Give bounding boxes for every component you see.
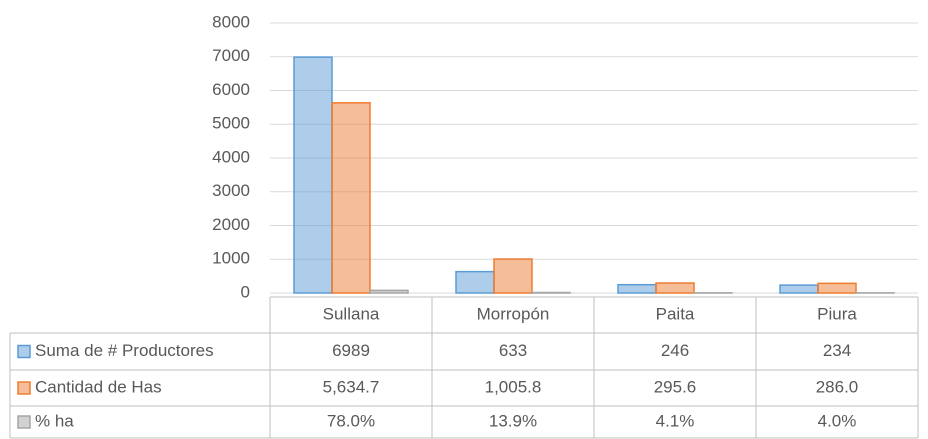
table-value: 295.6: [654, 377, 697, 396]
table-value: 4.1%: [656, 411, 695, 430]
x-tick-label: Paita: [656, 304, 695, 323]
legend-key: [17, 344, 31, 359]
bar: [817, 282, 857, 294]
table-value: 4.0%: [818, 411, 857, 430]
bar: [493, 258, 533, 294]
table-value: 286.0: [816, 377, 859, 396]
bar: [369, 289, 409, 294]
bar: [293, 56, 333, 294]
y-tick-label: 7000: [212, 46, 250, 65]
y-tick-label: 6000: [212, 80, 250, 99]
bar: [455, 270, 495, 294]
table-value: 1,005.8: [485, 377, 542, 396]
y-tick-label: 3000: [212, 181, 250, 200]
table-value: 246: [661, 341, 689, 360]
legend-key: [17, 415, 31, 429]
y-tick-label: 8000: [212, 12, 250, 31]
legend-label: Suma de # Productores: [35, 341, 214, 360]
legend-key: [17, 381, 31, 395]
table-value: 78.0%: [327, 411, 375, 430]
table-value: 13.9%: [489, 411, 537, 430]
y-tick-label: 0: [241, 282, 250, 301]
legend-label: % ha: [35, 411, 74, 430]
x-tick-label: Morropón: [477, 304, 550, 323]
table-value: 5,634.7: [323, 377, 380, 396]
y-tick-label: 2000: [212, 215, 250, 234]
table-value: 234: [823, 341, 851, 360]
bar: [331, 102, 371, 294]
x-tick-label: Sullana: [323, 304, 380, 323]
table-value: 633: [499, 341, 527, 360]
bar: [779, 284, 819, 294]
x-tick-label: Piura: [817, 304, 857, 323]
table-value: 6989: [332, 341, 370, 360]
y-tick-label: 4000: [212, 147, 250, 166]
y-tick-label: 5000: [212, 114, 250, 133]
bar: [617, 283, 657, 294]
legend-label: Cantidad de Has: [35, 377, 162, 396]
y-tick-label: 1000: [212, 249, 250, 268]
bar: [655, 282, 695, 294]
